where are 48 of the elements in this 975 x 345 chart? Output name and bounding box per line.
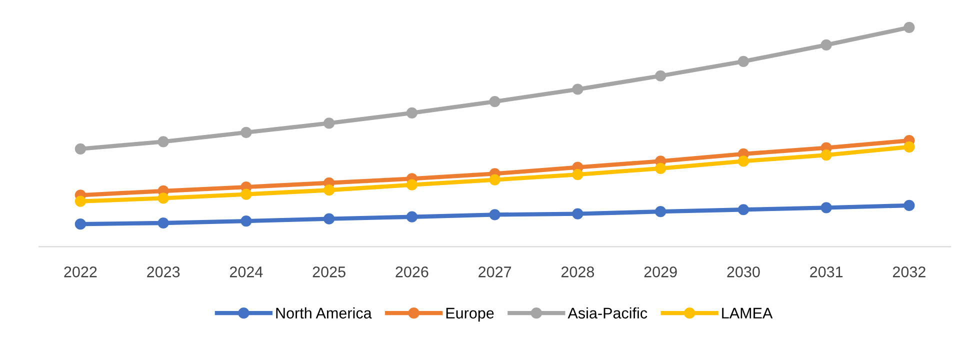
point xyxy=(74,143,86,154)
point xyxy=(904,200,915,212)
legend-label: Asia-Pacific xyxy=(568,307,648,319)
x-tick-label: 2032 xyxy=(892,266,926,278)
point xyxy=(406,211,418,222)
point xyxy=(158,192,169,204)
point xyxy=(324,213,335,224)
x-tick-label: 2027 xyxy=(478,266,512,278)
point xyxy=(572,168,584,180)
x-tick-label: 2025 xyxy=(312,266,346,278)
point xyxy=(738,204,749,216)
legend-label: North America xyxy=(276,307,372,319)
point xyxy=(324,118,335,129)
x-tick-label: 2022 xyxy=(64,266,97,278)
point xyxy=(655,162,666,174)
x-tick-label: 2026 xyxy=(396,266,428,278)
point xyxy=(572,84,584,95)
point xyxy=(240,215,252,227)
point xyxy=(489,209,500,220)
x-tick-label: 2030 xyxy=(727,266,760,278)
point xyxy=(489,96,500,108)
legend-label: LAMEA xyxy=(722,308,773,318)
point xyxy=(240,188,252,200)
point xyxy=(655,206,666,218)
point xyxy=(406,107,418,118)
point xyxy=(738,156,749,167)
x-tick-label: 2028 xyxy=(561,266,594,278)
point xyxy=(74,218,86,230)
point xyxy=(820,39,832,51)
point xyxy=(572,208,584,220)
point xyxy=(738,56,749,67)
point xyxy=(240,126,252,138)
point xyxy=(74,196,86,207)
x-tick-label: 2029 xyxy=(644,266,677,278)
point xyxy=(655,70,666,82)
point xyxy=(324,184,335,196)
point xyxy=(406,179,418,190)
legend-label: Europe xyxy=(446,308,494,322)
x-tick-label: 2031 xyxy=(810,266,843,278)
x-tick-label: 2024 xyxy=(230,266,263,278)
point xyxy=(904,141,915,152)
point xyxy=(820,202,832,214)
point xyxy=(158,217,169,229)
point xyxy=(489,174,500,186)
point xyxy=(158,136,169,148)
x-tick-label: 2023 xyxy=(147,266,180,278)
point xyxy=(820,149,832,161)
point xyxy=(904,22,915,33)
